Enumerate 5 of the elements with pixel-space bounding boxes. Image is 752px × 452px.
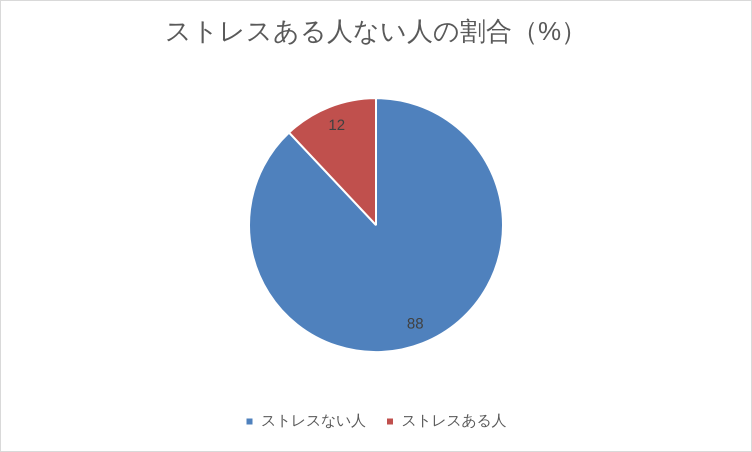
legend-label: ストレスある人 xyxy=(402,412,506,430)
chart-title: ストレスある人ない人の割合（%） xyxy=(164,16,588,46)
legend-label: ストレスない人 xyxy=(261,412,366,430)
data-label: 88 xyxy=(406,315,424,332)
data-label: 12 xyxy=(328,117,346,134)
